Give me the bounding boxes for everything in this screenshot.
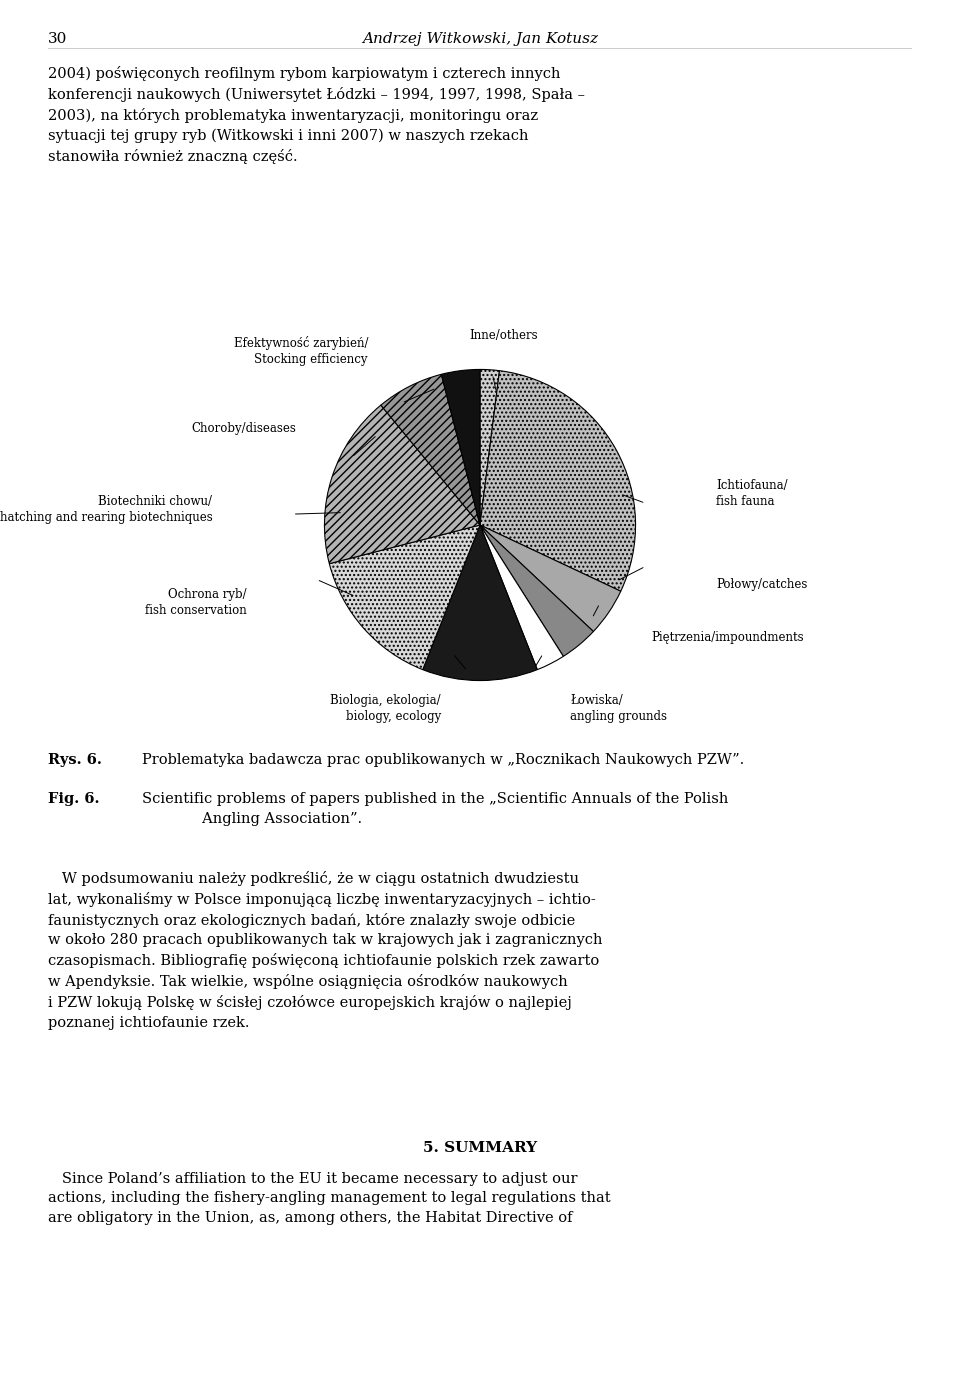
Text: Choroby/diseases: Choroby/diseases [192, 421, 297, 435]
Wedge shape [329, 525, 480, 669]
Wedge shape [442, 370, 480, 525]
Text: Scientific problems of papers published in the „Scientific Annuals of the Polish: Scientific problems of papers published … [142, 792, 729, 826]
Wedge shape [480, 525, 621, 631]
Wedge shape [480, 370, 499, 525]
Wedge shape [480, 525, 564, 669]
Text: Ochrona ryb/
fish conservation: Ochrona ryb/ fish conservation [145, 588, 247, 617]
Wedge shape [480, 371, 636, 591]
Text: Łowiska/
angling grounds: Łowiska/ angling grounds [570, 694, 667, 722]
Text: 2004) poświęconych reofilnym rybom karpiowatym i czterech innych
konferencji nau: 2004) poświęconych reofilnym rybom karpi… [48, 66, 585, 164]
Text: Since Poland’s affiliation to the EU it became necessary to adjust our
actions, : Since Poland’s affiliation to the EU it … [48, 1172, 611, 1225]
Text: Rys. 6.: Rys. 6. [48, 753, 102, 767]
Text: Ichtiofauna/
fish fauna: Ichtiofauna/ fish fauna [716, 479, 788, 508]
Text: Piętrzenia/impoundments: Piętrzenia/impoundments [651, 630, 804, 644]
Text: 5. SUMMARY: 5. SUMMARY [423, 1141, 537, 1155]
Text: 30: 30 [48, 32, 67, 46]
Wedge shape [422, 525, 538, 680]
Wedge shape [324, 405, 480, 564]
Text: Biotechniki chowu/
hatching and rearing biotechniques: Biotechniki chowu/ hatching and rearing … [0, 496, 212, 524]
Text: Biologia, ekologia/
biology, ecology: Biologia, ekologia/ biology, ecology [330, 694, 441, 722]
Text: W podsumowaniu należy podkreślić, że w ciągu ostatnich dwudziestu
lat, wykonaliś: W podsumowaniu należy podkreślić, że w c… [48, 871, 603, 1030]
Wedge shape [480, 525, 593, 657]
Text: Efektywność zarybień/
Stocking efficiency: Efektywność zarybień/ Stocking efficienc… [233, 336, 368, 365]
Wedge shape [381, 374, 480, 525]
Text: Fig. 6.: Fig. 6. [48, 792, 100, 806]
Text: Połowy/catches: Połowy/catches [716, 578, 807, 591]
Text: Inne/others: Inne/others [469, 329, 538, 342]
Text: Andrzej Witkowski, Jan Kotusz: Andrzej Witkowski, Jan Kotusz [362, 32, 598, 46]
Text: Problematyka badawcza prac opublikowanych w „Rocznikach Naukowych PZW”.: Problematyka badawcza prac opublikowanyc… [142, 753, 744, 767]
